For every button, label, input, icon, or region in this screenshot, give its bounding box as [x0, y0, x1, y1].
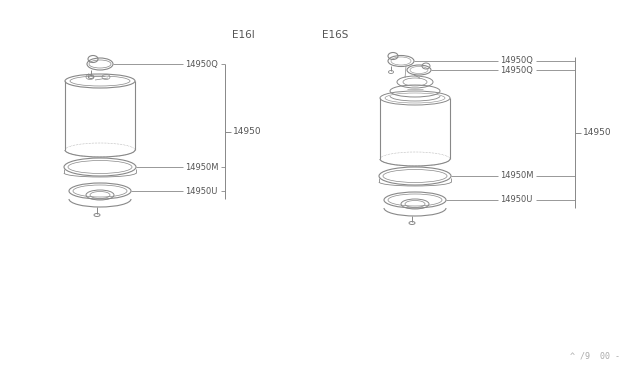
Text: 14950Q: 14950Q [500, 65, 533, 74]
Text: E16I: E16I [232, 30, 254, 40]
Text: E16S: E16S [322, 30, 348, 40]
Text: 14950M: 14950M [185, 163, 218, 171]
Text: 14950: 14950 [583, 128, 612, 137]
Text: 14950Q: 14950Q [500, 57, 533, 65]
Text: 14950U: 14950U [185, 186, 218, 196]
Text: 14950U: 14950U [500, 196, 532, 205]
Text: 14950: 14950 [233, 127, 262, 136]
Text: ^ /9  00 -: ^ /9 00 - [570, 352, 620, 360]
Text: 14950M: 14950M [500, 171, 534, 180]
Text: 14950Q: 14950Q [185, 60, 218, 68]
